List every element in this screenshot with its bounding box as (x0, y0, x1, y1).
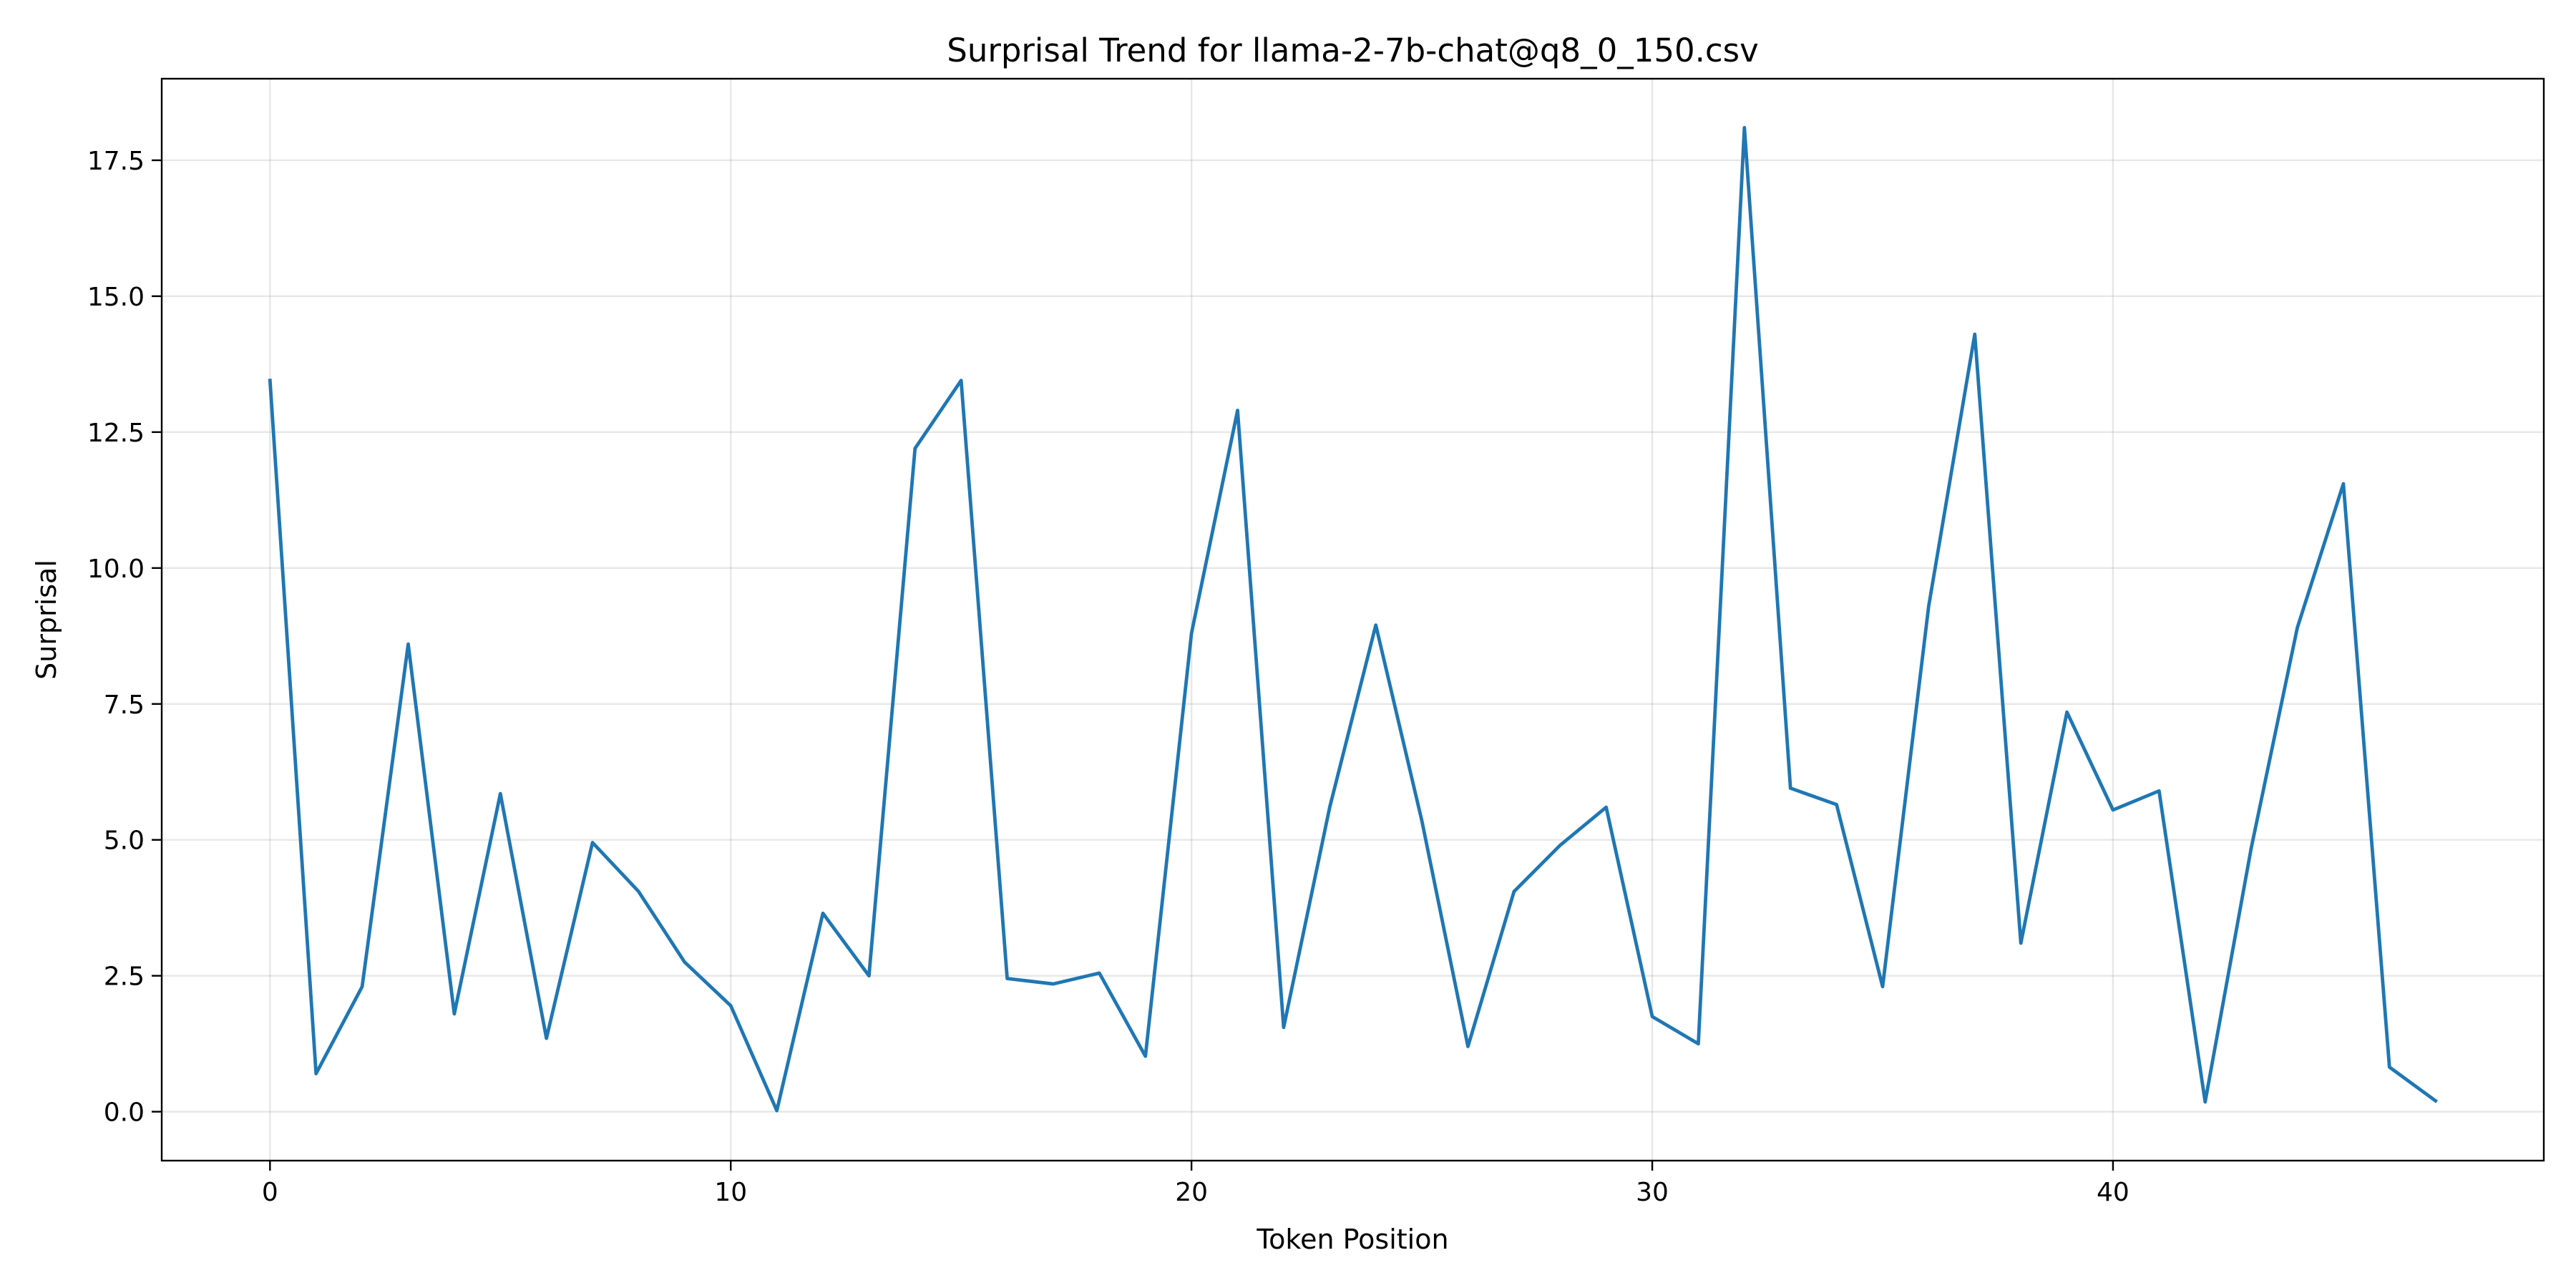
series-layer (268, 125, 2439, 1113)
y-tick-label: 7.5 (104, 691, 145, 720)
y-tick-label: 0.0 (104, 1098, 145, 1128)
plot-frame (160, 77, 2545, 1162)
x-tick-label: 10 (714, 1178, 747, 1207)
y-axis-label: Surprisal (31, 560, 62, 680)
y-tick-label: 10.0 (87, 555, 145, 584)
x-axis-label: Token Position (1256, 1224, 1448, 1255)
x-tick-label: 20 (1175, 1178, 1208, 1207)
x-tick-label: 40 (2097, 1178, 2129, 1207)
y-tick-label: 17.5 (87, 147, 145, 176)
y-tick-label: 15.0 (87, 283, 145, 312)
y-tick-label: 12.5 (87, 419, 145, 448)
x-tick-label: 0 (262, 1178, 278, 1207)
grid (162, 79, 2544, 1161)
series-line (268, 125, 2439, 1113)
chart-title: Surprisal Trend for llama-2-7b-chat@q8_0… (947, 31, 1758, 69)
y-tick-label: 2.5 (104, 962, 145, 992)
x-tick-label: 30 (1636, 1178, 1669, 1207)
x-axis-ticks: 0 10 20 30 40 (262, 1161, 2129, 1207)
y-axis-ticks: 0.0 2.5 5.0 7.5 10.0 12.5 15.0 17.5 (87, 147, 162, 1128)
y-tick-label: 5.0 (104, 826, 145, 856)
